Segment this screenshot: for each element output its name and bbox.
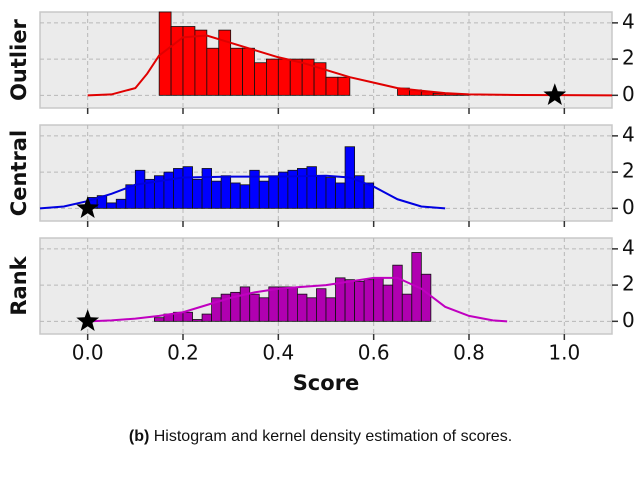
y-axis-label: Outlier	[7, 18, 31, 100]
caption-text: Histogram and kernel density estimation …	[153, 428, 513, 445]
y-axis-label: Central	[7, 130, 31, 216]
histogram-bar	[194, 29, 208, 96]
histogram-bar	[258, 180, 270, 209]
chart: 0 2 4 Outlier 0 2 4 Central 0 2 4 0.0 0.2 0.4 0.6 0.8 1.…	[7, 9, 635, 395]
histogram-bar	[401, 293, 413, 322]
x-tick-label: 0.0	[72, 341, 104, 365]
y-tick-label: 0	[622, 82, 635, 106]
histogram-bar	[277, 58, 291, 96]
histogram-bar	[242, 47, 255, 96]
kde-line	[87, 34, 613, 97]
y-tick-label: 2	[622, 159, 635, 183]
histogram-bar	[392, 264, 403, 322]
histogram-bar	[316, 175, 327, 209]
x-tick-label: 0.6	[358, 341, 390, 365]
histogram-bar	[220, 175, 232, 209]
histogram-bar	[296, 293, 308, 322]
histogram-bar	[268, 286, 279, 322]
histogram-bar	[382, 284, 394, 322]
histogram-bar	[182, 166, 193, 209]
histogram-bar	[354, 281, 365, 322]
y-tick-label: 4	[622, 235, 635, 259]
kde-line	[87, 276, 508, 323]
histogram-bar	[335, 182, 346, 209]
histogram-bar	[337, 76, 351, 96]
histogram-bar	[254, 62, 267, 96]
histogram-bar	[363, 182, 375, 209]
caption-prefix: (b)	[128, 428, 150, 445]
histogram-bar	[325, 177, 336, 209]
histogram-bar	[325, 297, 336, 322]
y-tick-label: 2	[622, 272, 635, 296]
histogram-bar	[277, 286, 289, 322]
x-axis-label: Score	[293, 371, 360, 395]
star-marker	[543, 83, 567, 105]
histogram-bar	[306, 297, 317, 322]
y-axis-label: Rank	[7, 255, 31, 315]
kde-line	[39, 174, 446, 210]
histogram-bar	[420, 273, 432, 322]
y-tick-label: 0	[622, 308, 635, 332]
star-marker	[76, 196, 100, 218]
histogram-bar	[134, 169, 146, 209]
histogram-bar	[258, 297, 270, 322]
histogram-bar	[344, 279, 356, 322]
histogram-bar	[316, 288, 327, 322]
histogram-bar	[153, 317, 165, 322]
histogram-bar	[306, 166, 317, 209]
histogram-bar	[201, 313, 212, 322]
histogram-bar	[289, 58, 303, 96]
histogram-bar	[373, 277, 384, 322]
histogram-bar	[106, 202, 117, 209]
histogram-bar	[163, 171, 174, 209]
histogram-bar	[230, 47, 243, 96]
histogram-bar	[206, 47, 220, 96]
caption: (b) Histogram and kernel density estimat…	[0, 428, 641, 446]
y-tick-label: 4	[622, 122, 635, 146]
x-tick-label: 0.2	[167, 341, 199, 365]
x-tick-label: 1.0	[548, 341, 580, 365]
histogram-bar	[249, 293, 260, 322]
histogram-bar	[287, 286, 298, 322]
star-marker	[76, 309, 100, 331]
histogram-bar	[192, 319, 203, 322]
histogram-bar	[211, 180, 222, 209]
y-tick-label: 2	[622, 46, 635, 70]
histogram-bar	[182, 311, 193, 322]
histogram-bar	[96, 195, 108, 209]
histogram-bar	[325, 76, 339, 96]
histogram-bar	[363, 279, 375, 322]
histogram-bar	[268, 175, 279, 209]
histogram-bar	[115, 198, 127, 209]
histogram-bar	[230, 182, 241, 209]
y-tick-label: 0	[622, 195, 635, 219]
histogram-bar	[296, 168, 308, 209]
histogram-bar	[239, 184, 251, 209]
histogram-bar	[192, 178, 203, 209]
y-tick-label: 4	[622, 9, 635, 33]
histogram-bar	[170, 26, 184, 96]
histogram-bar	[201, 168, 212, 209]
histogram-bar	[239, 286, 251, 322]
histogram-bar	[266, 58, 279, 96]
histogram-bar	[173, 168, 184, 209]
x-tick-label: 0.8	[453, 341, 485, 365]
x-tick-label: 0.4	[262, 341, 294, 365]
